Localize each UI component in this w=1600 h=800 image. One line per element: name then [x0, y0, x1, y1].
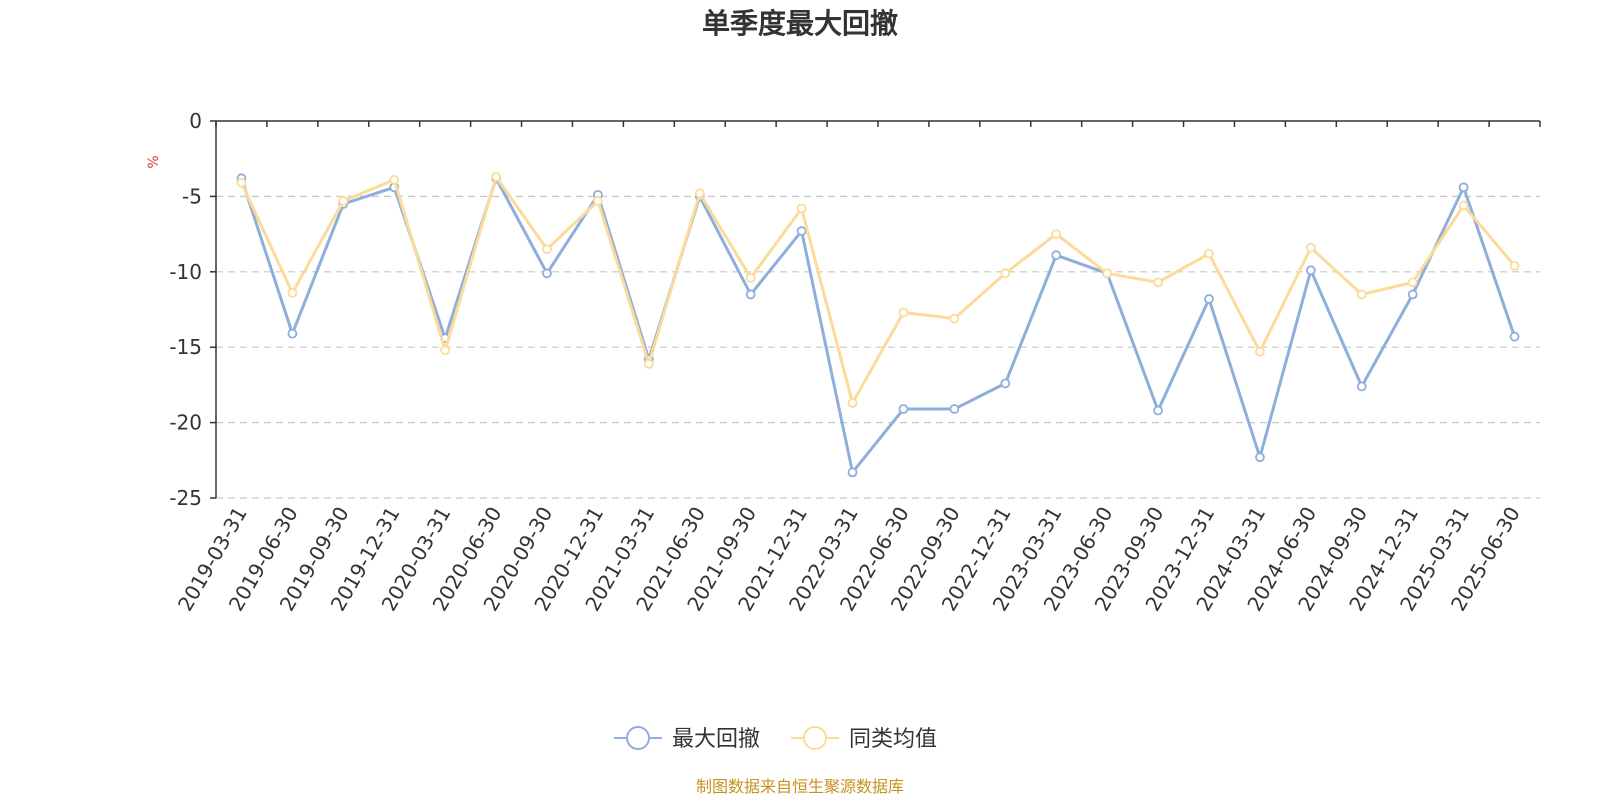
series-2	[236, 171, 1520, 408]
data-point[interactable]	[1102, 268, 1113, 279]
y-tick-label: -20	[169, 411, 202, 435]
y-tick-label: 0	[189, 109, 202, 133]
series-line	[240, 176, 1516, 474]
data-point[interactable]	[898, 307, 909, 318]
data-point[interactable]	[643, 358, 654, 369]
data-point[interactable]	[542, 268, 552, 279]
series-lines	[236, 171, 1520, 478]
data-point[interactable]	[542, 244, 552, 255]
y-tick-label: -10	[169, 260, 202, 284]
data-point[interactable]	[745, 272, 756, 283]
data-point[interactable]	[694, 188, 705, 199]
data-point[interactable]	[1509, 260, 1520, 271]
data-point[interactable]	[1255, 452, 1265, 463]
data-point[interactable]	[1000, 268, 1011, 279]
data-point[interactable]	[1509, 331, 1520, 342]
data-point[interactable]	[1255, 346, 1265, 357]
legend-label: 最大回撤	[672, 727, 760, 752]
x-tick-labels: 2019-03-312019-06-302019-09-302019-12-31…	[173, 502, 1525, 615]
data-point[interactable]	[1356, 381, 1367, 392]
legend: 最大回撤 同类均值	[614, 726, 937, 752]
data-point[interactable]	[1356, 289, 1367, 300]
data-point[interactable]	[796, 203, 807, 214]
data-point[interactable]	[1458, 182, 1469, 193]
data-point[interactable]	[1051, 229, 1062, 240]
source-note: 制图数据来自恒生聚源数据库	[696, 777, 904, 796]
data-point[interactable]	[949, 404, 960, 414]
data-point[interactable]	[796, 226, 807, 236]
data-point[interactable]	[1000, 378, 1011, 389]
legend-item-2[interactable]: 同类均值	[791, 726, 937, 752]
data-point[interactable]	[338, 196, 349, 206]
data-point[interactable]	[593, 196, 603, 206]
data-point[interactable]	[1153, 405, 1163, 416]
data-point[interactable]	[1305, 242, 1316, 253]
legend-marker-icon	[626, 726, 650, 750]
series-1	[236, 173, 1520, 478]
data-point[interactable]	[1305, 265, 1316, 276]
y-tick-label: -15	[169, 335, 202, 359]
series-line	[240, 175, 1516, 405]
data-point[interactable]	[1204, 248, 1214, 259]
data-point[interactable]	[1458, 200, 1469, 211]
data-point[interactable]	[287, 288, 298, 298]
y-axis-unit: %	[146, 155, 162, 168]
data-point[interactable]	[287, 328, 298, 339]
data-point[interactable]	[847, 398, 858, 408]
legend-item-1[interactable]: 最大回撤	[614, 726, 760, 752]
data-point[interactable]	[440, 345, 451, 356]
data-point[interactable]	[1204, 294, 1214, 304]
data-point[interactable]	[1407, 289, 1418, 300]
data-point[interactable]	[389, 174, 400, 185]
y-tick-labels: 0 -5 -10 -15 -20 -25	[169, 109, 202, 510]
legend-label: 同类均值	[849, 727, 937, 752]
data-point[interactable]	[1407, 277, 1418, 288]
axes	[210, 120, 1541, 499]
data-point[interactable]	[949, 313, 960, 324]
data-point[interactable]	[236, 177, 247, 188]
data-point[interactable]	[491, 171, 501, 182]
legend-marker-icon	[803, 726, 827, 750]
data-point[interactable]	[847, 467, 858, 478]
data-point[interactable]	[1153, 277, 1163, 288]
chart-title: 单季度最大回撤	[702, 7, 898, 40]
data-point[interactable]	[745, 289, 756, 300]
y-tick-label: -5	[182, 184, 202, 208]
data-point[interactable]	[898, 404, 909, 414]
data-point[interactable]	[1051, 250, 1062, 261]
grid-lines	[216, 195, 1540, 499]
y-tick-label: -25	[169, 486, 202, 510]
